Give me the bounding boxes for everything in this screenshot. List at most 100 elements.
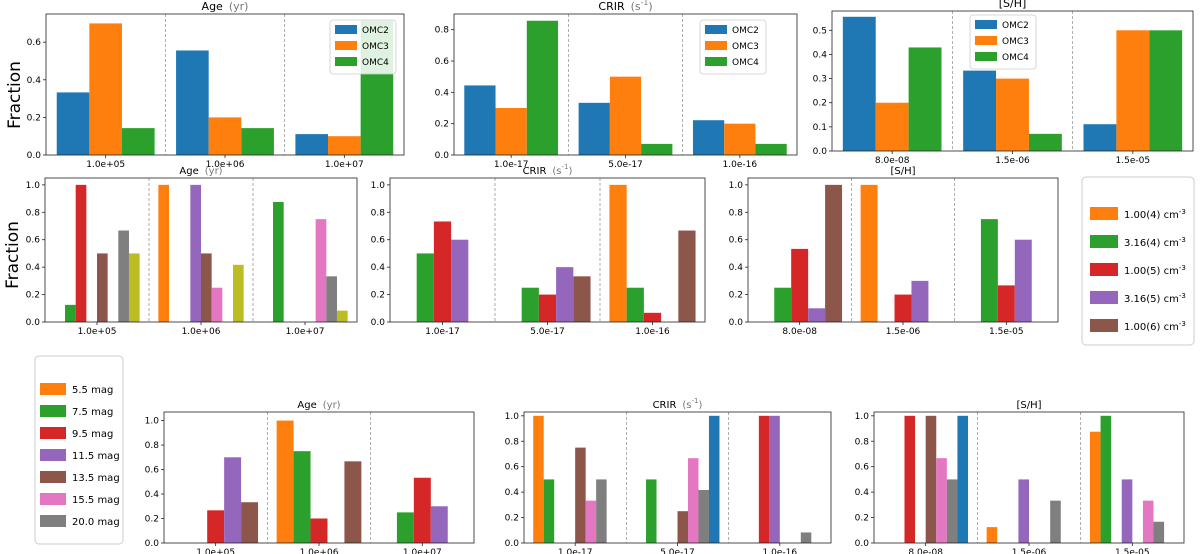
xtick-label-r1-crir-0: 1.0e-17 (494, 160, 529, 170)
legend-density-sup-2: -3 (1179, 264, 1186, 272)
bar-r3-sh-20-0-mag-2 (1153, 521, 1165, 543)
chart-r2-sh: 0.0 0.2 0.4 0.6 0.8 1.0 8.0e-08 1.5e-06 1.5e-05 [… (729, 166, 1059, 337)
ytick-label-r2-crir-1: 0.2 (371, 291, 385, 301)
bar-r2-age-gray-0 (118, 230, 129, 322)
chart-r1-sh: 0.0 0.1 0.2 0.3 0.4 0.5 8.0e-08 1.5e-06 1.5e-05 [… (813, 0, 1194, 166)
bar-r2-sh-1-00-4--1 (860, 184, 878, 322)
chart-r1-age: 0.0 0.2 0.4 0.6 1.0e+05 1.0e+06 1.0e+07 Age (yr)… (27, 0, 405, 170)
ytick-label-r2-age-2: 0.4 (26, 263, 41, 273)
ytick-label-r2-sh-5: 1.0 (729, 181, 744, 191)
ytick-label-r3-age-2: 0.4 (145, 490, 160, 500)
bar-r2-age-1-00-6--1 (201, 253, 212, 322)
bar-r3-crir-7-5-mag-0 (543, 479, 555, 543)
bar-r3-crir-20-0-mag-1 (698, 489, 709, 543)
legend-swatch-r1-sh-1 (975, 36, 997, 45)
bar-r3-crir-15-5-mag-0 (585, 500, 597, 543)
chart-title-r2-age: Age (yr) (179, 166, 222, 177)
bar-r2-age-1-00-5--0 (75, 184, 87, 322)
chart-r3-sh: 0.0 0.2 0.4 0.6 0.8 1.0 8.0e-08 1.5e-06 1.5e-05 [… (855, 400, 1185, 554)
bar-r3-sh-extra-0 (957, 415, 969, 543)
xtick-label-r1-crir-1: 5.0e-17 (608, 160, 643, 170)
bar-r2-sh-1-00-5--1 (894, 294, 912, 322)
chart-title-text-r2-age: Age (179, 166, 198, 177)
xtick-label-r2-sh-2: 1.5e-05 (989, 327, 1024, 337)
bar-r1-sh-omc4-2 (1149, 30, 1183, 152)
bar-r2-sh-3-16-5--2 (1014, 239, 1032, 322)
xtick-label-r1-crir-2: 1.0e-16 (723, 160, 758, 170)
chart-title-text-r2-sh: [S/H] (890, 166, 915, 177)
xtick-label-r2-crir-2: 1.0e-16 (635, 327, 670, 337)
ytick-label-r1-age-0: 0.0 (27, 151, 42, 161)
legend-extinction-swatch-1 (40, 405, 66, 417)
ytick-label-r2-sh-0: 0.0 (729, 318, 744, 328)
xtick-label-r3-age-0: 1.0e+05 (196, 548, 235, 554)
bar-r3-age-9-5-mag-1 (310, 518, 328, 543)
chart-r3-crir: 0.0 0.2 0.4 0.6 0.8 1.0 1.0e-17 5.0e-17 1.0e-16 C… (505, 397, 832, 554)
ytick-label-r2-age-3: 0.6 (26, 236, 41, 246)
bar-r2-crir-1-00-4--2 (609, 184, 627, 322)
legend-extinction-label-3: 11.5 mag (72, 451, 120, 462)
bar-r3-sh-15-5-mag-2 (1142, 500, 1154, 543)
legend-label-r1-age-0: OMC2 (362, 26, 389, 36)
legend-extinction-swatch-4 (40, 471, 66, 483)
bar-r2-crir-3-16-4--1 (521, 287, 539, 322)
bar-r2-crir-3-16-5--0 (451, 239, 469, 322)
ytick-label-r1-age-1: 0.2 (27, 113, 41, 123)
chart-title-close-r2-crir: ) (569, 166, 573, 177)
bar-r2-crir-1-00-6--2 (678, 230, 696, 322)
ytick-label-r2-age-5: 1.0 (26, 181, 41, 191)
bar-r2-sh-3-16-5--0 (808, 308, 826, 322)
chart-title-r1-age: Age (yr) (202, 0, 249, 13)
ytick-label-r1-sh-3: 0.3 (813, 75, 827, 85)
bar-r3-crir-15-5-mag-1 (687, 458, 699, 543)
ytick-label-r1-crir-4: 0.8 (435, 26, 450, 36)
legend-extinction-swatch-0 (40, 383, 66, 395)
bar-r2-age-1-00-6--0 (97, 253, 108, 322)
chart-title-text-r3-age: Age (297, 400, 316, 411)
bar-r2-age-1-00-4--1 (158, 184, 170, 322)
ytick-label-r3-age-5: 1.0 (145, 417, 160, 427)
legend-extinction-label-1: 7.5 mag (72, 407, 113, 418)
bar-r1-sh-omc4-1 (1028, 133, 1062, 151)
chart-r2-crir: 0.0 0.2 0.4 0.6 0.8 1.0 1.0e-17 5.0e-17 1.0e-16 C… (371, 163, 706, 337)
bar-r2-sh-3-16-4--0 (774, 287, 792, 322)
chart-title-unit-r1-age: (yr) (229, 0, 249, 13)
bar-r2-crir-3-16-4--2 (626, 287, 644, 322)
bar-r3-age-7-5-mag-2 (396, 512, 414, 543)
legend-density-sup-1: -3 (1179, 236, 1186, 244)
bar-r3-crir-9-5-mag-2 (758, 415, 770, 543)
ytick-label-r2-age-4: 0.8 (26, 208, 41, 218)
xtick-label-r2-sh-0: 8.0e-08 (782, 327, 817, 337)
bar-r1-sh-omc3-1 (996, 78, 1029, 151)
legend-density-swatch-4 (1090, 319, 1118, 332)
bar-r1-age-omc2-1 (176, 50, 209, 155)
chart-title-text-r3-crir: CRIR (653, 400, 677, 411)
bar-r1-age-omc4-1 (241, 128, 274, 155)
ytick-label-r3-crir-1: 0.2 (505, 514, 519, 524)
chart-title-r1-crir: CRIR (s-1) (598, 0, 652, 13)
ytick-label-r1-sh-1: 0.1 (813, 123, 827, 133)
ytick-label-r1-crir-0: 0.0 (435, 151, 450, 161)
legend-label-r1-crir-2: OMC4 (732, 58, 759, 68)
ytick-label-r2-sh-1: 0.2 (729, 291, 743, 301)
bar-r1-crir-omc3-0 (495, 108, 527, 155)
bar-r2-age-olive-0 (128, 253, 140, 322)
bar-r3-age-11-5-mag-0 (224, 457, 242, 543)
bar-r3-crir-20-0-mag-2 (800, 532, 812, 543)
xtick-label-r3-sh-1: 1.5e-06 (1012, 548, 1047, 554)
bar-r1-crir-omc3-2 (724, 123, 756, 155)
bar-r2-sh-1-00-5--0 (791, 248, 809, 322)
ytick-label-r3-age-1: 0.2 (145, 515, 159, 525)
xtick-label-r3-crir-2: 1.0e-16 (763, 548, 798, 554)
xtick-label-r1-sh-1: 1.5e-06 (995, 156, 1030, 166)
bar-r1-crir-omc3-1 (609, 76, 642, 155)
xtick-label-r2-age-1: 1.0e+06 (182, 327, 221, 337)
bar-r3-sh-15-5-mag-0 (936, 458, 947, 543)
bar-r2-sh-3-16-4--2 (980, 219, 998, 322)
legend-extinction-swatch-2 (40, 427, 66, 439)
chart-title-unit-r3-age: (yr) (323, 400, 341, 411)
bar-r2-age-pink-1 (211, 287, 223, 322)
bar-r2-crir-1-00-5--2 (643, 312, 662, 322)
ytick-label-r1-sh-5: 0.5 (813, 26, 827, 36)
xtick-label-r3-crir-0: 1.0e-17 (558, 548, 593, 554)
